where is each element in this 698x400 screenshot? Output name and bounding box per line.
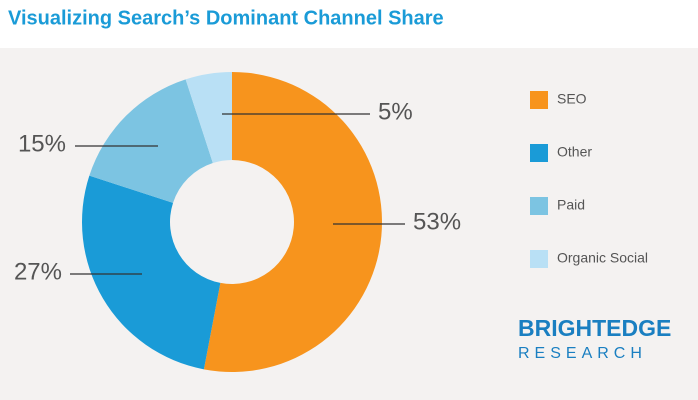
legend-label: SEO	[557, 91, 587, 107]
donut-segment	[185, 72, 232, 164]
donut-segment	[203, 72, 383, 372]
donut-segment	[89, 79, 213, 203]
legend-swatch	[530, 250, 548, 268]
legend-swatch	[530, 197, 548, 215]
legend-swatch	[530, 91, 548, 109]
chart-title: Visualizing Search’s Dominant Channel Sh…	[8, 7, 444, 29]
value-label: 53%	[413, 208, 461, 235]
value-label: 15%	[18, 130, 66, 157]
legend-label: Organic Social	[557, 250, 648, 266]
legend-label: Paid	[557, 197, 585, 213]
brand-name: BRIGHTEDGE	[518, 315, 671, 341]
donut-segment	[81, 175, 221, 370]
value-label: 27%	[14, 258, 62, 285]
legend-swatch	[530, 144, 548, 162]
legend-label: Other	[557, 144, 592, 160]
value-label: 5%	[378, 98, 413, 125]
brand-sub: RESEARCH	[518, 345, 647, 362]
